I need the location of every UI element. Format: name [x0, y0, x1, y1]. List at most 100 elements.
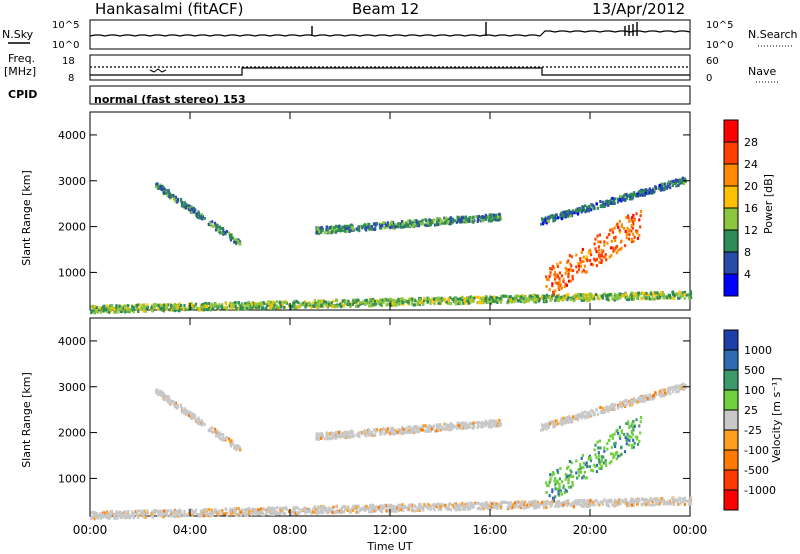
- power-echo-cell: [195, 306, 199, 310]
- velocity-echo-cell: [489, 507, 493, 511]
- velocity-echo-cell: [591, 500, 594, 504]
- nsky-tick-bottom: 10^0: [52, 40, 79, 51]
- power-echo-cell: [323, 231, 326, 235]
- velocity-echo-cell: [181, 407, 184, 411]
- power-echo-cell: [202, 308, 205, 312]
- velocity-echo-cell: [363, 506, 367, 510]
- velocity-echo-cell: [330, 437, 333, 441]
- velocity-echo-cell: [162, 391, 165, 395]
- velocity-echo-cell: [571, 480, 574, 484]
- velocity-echo-cell: [469, 505, 472, 509]
- velocity-echo-cell: [458, 422, 462, 426]
- power-echo-cell: [358, 229, 361, 233]
- power-echo-cell: [654, 294, 657, 298]
- power-echo-cell: [678, 290, 682, 294]
- velocity-echo-cell: [353, 504, 356, 508]
- velocity-echo-cell: [586, 465, 589, 469]
- velocity-echo-cell: [331, 511, 334, 515]
- velocity-echo-cell: [640, 397, 644, 401]
- velocity-echo-cell: [96, 514, 99, 518]
- velocity-echo-cell: [120, 511, 123, 515]
- velocity-echo-cell: [357, 504, 360, 508]
- velocity-echo-cell: [430, 427, 433, 431]
- power-echo-cell: [291, 305, 294, 309]
- power-echo-cell: [416, 302, 419, 306]
- power-echo-cell: [584, 204, 587, 208]
- velocity-echo-cell: [570, 470, 573, 474]
- velocity-echo-cell: [588, 504, 591, 508]
- velocity-echo-cell: [556, 504, 559, 508]
- velocity-echo-cell: [621, 402, 624, 406]
- power-echo-cell: [302, 301, 305, 305]
- power-echo-cell: [352, 301, 356, 305]
- velocity-echo-cell: [589, 502, 592, 506]
- power-echo-cell: [110, 304, 114, 308]
- velocity-echo-cell: [268, 509, 271, 513]
- power-echo-cell: [402, 221, 405, 225]
- power-echo-cell: [444, 220, 447, 224]
- power-echo-cell: [593, 207, 596, 211]
- power-echo-cell: [523, 294, 527, 298]
- velocity-echo-cell: [95, 512, 98, 516]
- power-echo-cell: [406, 299, 409, 303]
- power-echo-cell: [343, 299, 346, 303]
- velocity-echo-cell: [636, 400, 639, 404]
- power-echo-cell: [229, 238, 233, 242]
- velocity-echo-cell: [567, 481, 570, 485]
- power-echo-cell: [542, 222, 545, 226]
- velocity-echo-cell: [612, 403, 615, 407]
- power-echo-cell: [189, 206, 192, 210]
- velocity-echo-cell: [584, 501, 587, 505]
- power-echo-cell: [638, 233, 641, 237]
- velocity-echo-cell: [517, 504, 520, 508]
- power-echo-cell: [677, 296, 680, 300]
- velocity-echo-cell: [289, 512, 292, 516]
- velocity-echo-cell: [318, 506, 321, 510]
- velocity-echo-cell: [610, 499, 613, 503]
- station-title: Hankasalmi (fitACF): [95, 0, 243, 18]
- velocity-echo-cell: [230, 512, 233, 516]
- power-echo-cell: [405, 222, 408, 226]
- power-echo-cell: [134, 304, 137, 308]
- power-echo-cell: [392, 226, 395, 230]
- power-echo-cell: [392, 222, 395, 226]
- velocity-echo-cell: [401, 503, 404, 507]
- velocity-echo-cell: [187, 511, 190, 515]
- velocity-echo-cell: [494, 424, 497, 428]
- power-echo-cell: [399, 224, 402, 228]
- power-echo-cell: [581, 247, 584, 251]
- velocity-echo-cell: [652, 397, 655, 401]
- power-echo-cell: [170, 194, 173, 198]
- velocity-echo-cell: [441, 425, 444, 429]
- power-echo-cell: [437, 301, 440, 305]
- velocity-echo-cell: [349, 430, 352, 434]
- power-echo-cell: [328, 230, 331, 234]
- velocity-echo-cell: [652, 394, 655, 398]
- power-echo-cell: [163, 187, 166, 191]
- velocity-echo-cell: [567, 474, 571, 478]
- velocity-echo-cell: [386, 427, 389, 431]
- power-echo-cell: [156, 182, 159, 186]
- power-echo-cell: [636, 293, 639, 297]
- power-echo-cell: [553, 277, 557, 281]
- velocity-echo-cell: [355, 505, 358, 509]
- velocity-echo-cell: [643, 399, 647, 403]
- power-echo-cell: [675, 178, 678, 182]
- velocity-echo-cell: [387, 504, 390, 508]
- velocity-echo-cell: [609, 498, 612, 502]
- velocity-echo-cell: [549, 420, 552, 424]
- velocity-echo-cell: [529, 500, 532, 504]
- power-echo-cell: [224, 306, 227, 310]
- velocity-echo-cell: [565, 501, 568, 505]
- power-echo-cell: [560, 217, 563, 221]
- power-echo-cell: [533, 297, 536, 301]
- velocity-echo-cell: [639, 415, 643, 419]
- velocity-echo-cell: [236, 513, 239, 517]
- power-echo-cell: [328, 226, 331, 230]
- velocity-echo-cell: [234, 507, 237, 511]
- power-echo-cell: [583, 264, 587, 268]
- power-echo-cell: [340, 303, 343, 307]
- velocity-echo-cell: [367, 428, 370, 432]
- power-echo-cell: [644, 189, 648, 193]
